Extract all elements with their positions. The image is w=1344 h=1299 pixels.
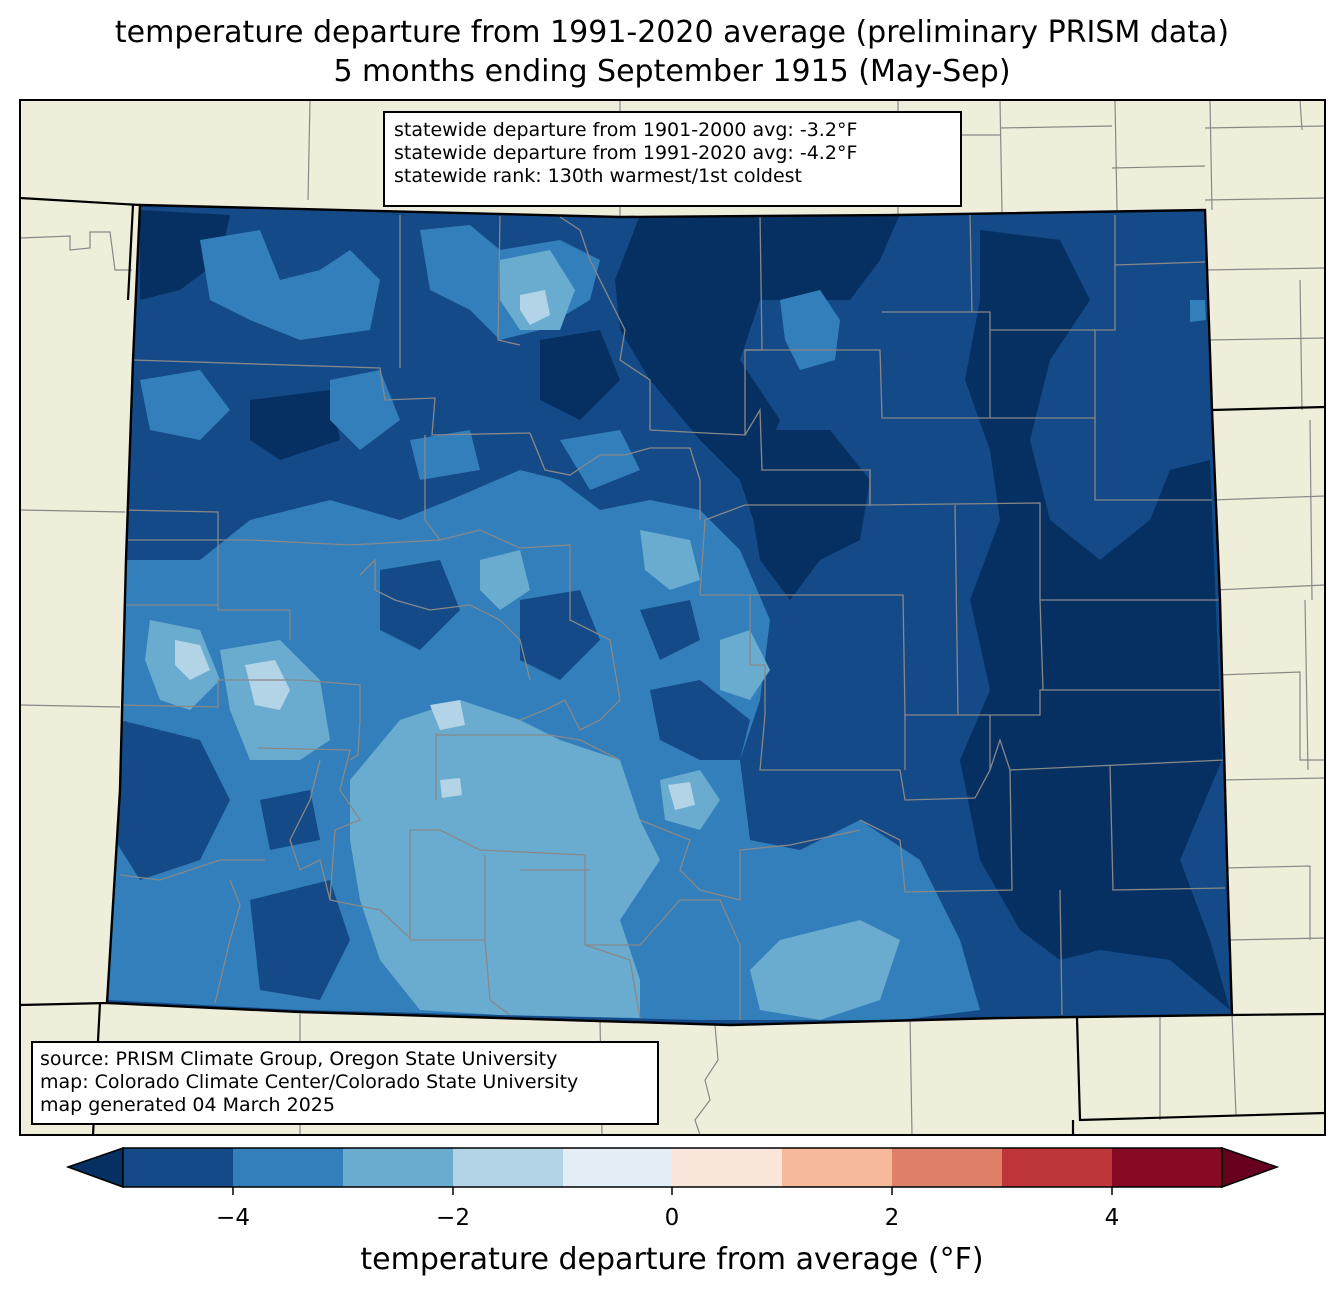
colorbar-bin <box>672 1148 782 1187</box>
stats-line-2: statewide departure from 1991-2020 avg: … <box>394 142 858 164</box>
colorbar-extend-high <box>1221 1146 1280 1189</box>
colorbar-tick-label: −2 <box>436 1205 470 1231</box>
colorbar-tick-label: 2 <box>884 1205 900 1231</box>
stats-line-1: statewide departure from 1901-2000 avg: … <box>394 119 858 141</box>
colorbar-bin <box>343 1148 453 1187</box>
colorbar <box>65 1146 1280 1195</box>
stats-line-3: statewide rank: 130th warmest/1st coldes… <box>394 165 803 187</box>
credits-line-1: source: PRISM Climate Group, Oregon Stat… <box>40 1048 558 1070</box>
map-frame <box>19 99 1326 1136</box>
colorbar-label: temperature departure from average (°F) <box>360 1242 984 1277</box>
colorbar-bin <box>123 1148 233 1187</box>
colorbar-extend-low <box>65 1146 124 1189</box>
map-title-line-2: 5 months ending September 1915 (May-Sep) <box>333 54 1011 89</box>
colorado-county-lines <box>117 214 1226 1020</box>
colorbar-bin <box>892 1148 1002 1187</box>
temperature-field <box>107 205 1232 1025</box>
colorbar-tick-label: 0 <box>664 1205 680 1231</box>
credits-line-2: map: Colorado Climate Center/Colorado St… <box>40 1071 579 1093</box>
colorbar-bin <box>782 1148 892 1187</box>
colorbar-bin <box>563 1148 672 1187</box>
colorbar-ticks <box>232 1187 1113 1195</box>
statewide-stats-box: statewide departure from 1901-2000 avg: … <box>383 111 962 207</box>
colorbar-bin <box>233 1148 343 1187</box>
colorbar-tick-label: −4 <box>216 1205 250 1231</box>
colorbar-bin <box>453 1148 563 1187</box>
colorbar-bin <box>1002 1148 1112 1187</box>
map-area <box>20 100 1325 1135</box>
colorado-outline <box>105 203 1234 1027</box>
credits-box: source: PRISM Climate Group, Oregon Stat… <box>31 1041 659 1125</box>
colorbar-tick-label: 4 <box>1104 1205 1120 1231</box>
credits-line-3: map generated 04 March 2025 <box>40 1094 335 1116</box>
map-title-line-1: temperature departure from 1991-2020 ave… <box>114 15 1230 50</box>
colorbar-bin <box>1112 1148 1222 1187</box>
